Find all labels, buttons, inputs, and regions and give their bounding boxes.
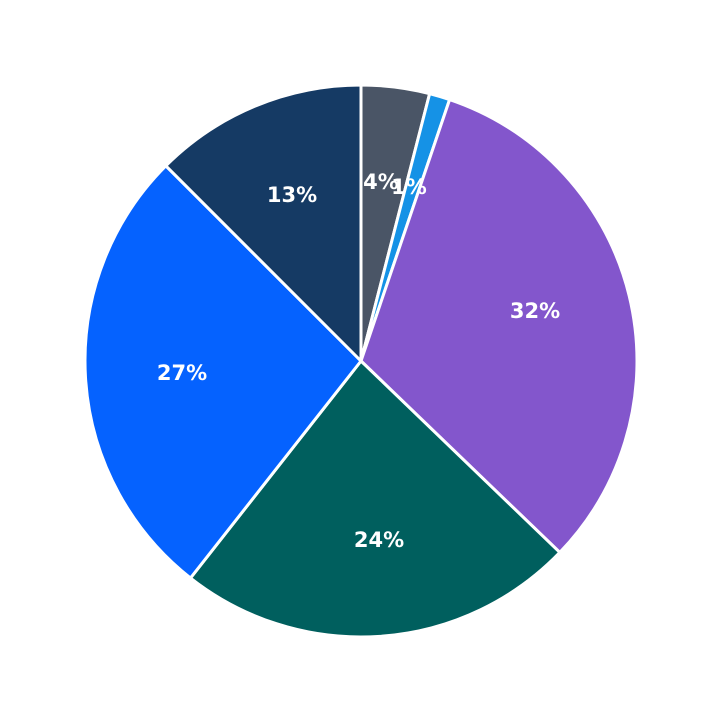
pie-labels: 4%1% 32% 24% 27% 13% bbox=[157, 170, 560, 552]
pie-slice-2 bbox=[359, 97, 639, 555]
slice-percentage-label: 32% bbox=[510, 299, 560, 323]
slice-percentage-label: 1% bbox=[391, 175, 427, 199]
slice-percentage-label: 13% bbox=[267, 183, 317, 207]
pie-slice-3 bbox=[188, 358, 562, 639]
slice-percentage-label: 27% bbox=[157, 361, 207, 385]
pie-slice-5 bbox=[163, 83, 363, 365]
pie-slices bbox=[83, 83, 639, 639]
slice-percentage-label: 4% bbox=[363, 170, 399, 194]
pie-slice-4 bbox=[83, 163, 364, 581]
slice-percentage-label: 24% bbox=[354, 528, 404, 552]
